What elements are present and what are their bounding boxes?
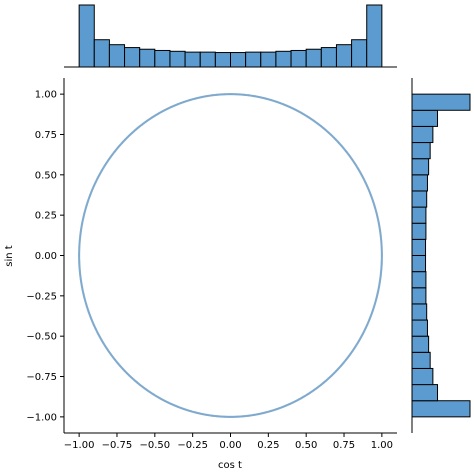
right-hist-bar — [411, 271, 427, 289]
y-tick-label: 0.00 — [35, 251, 57, 262]
y-tick-label: −0.25 — [26, 291, 57, 302]
right-hist-bar — [411, 142, 431, 160]
right-hist-bar — [411, 174, 428, 192]
top-hist-bar — [139, 48, 156, 68]
top-hist-bar — [184, 51, 201, 68]
x-tick-label: 0.00 — [219, 440, 241, 451]
top-hist-bar — [154, 49, 171, 68]
y-tick-label: 0.25 — [35, 211, 57, 222]
y-axis-label: sin t — [4, 245, 15, 267]
right-hist-bar — [411, 222, 427, 240]
top-hist-bar — [245, 51, 262, 68]
scatter-layer — [78, 93, 383, 418]
top-hist-bar — [124, 47, 141, 68]
y-tick-label: 0.75 — [35, 130, 57, 141]
top-hist-bar — [275, 50, 292, 68]
y-tick-label: −0.75 — [26, 372, 57, 383]
top-hist-bar — [320, 47, 337, 68]
right-hist-bar — [411, 238, 427, 256]
x-tick-label: 0.50 — [295, 440, 317, 451]
x-axis-label: cos t — [218, 460, 242, 471]
top-hist-bar — [199, 51, 216, 68]
right-hist-bar — [411, 109, 439, 127]
top-hist-bar — [169, 50, 186, 68]
right-hist-bar — [411, 255, 427, 273]
y-tick-label: −1.00 — [26, 412, 57, 423]
right-hist-bar — [411, 287, 427, 305]
y-tick-label: 0.50 — [35, 170, 57, 181]
top-hist-bar — [230, 52, 247, 68]
top-hist-bar — [214, 52, 231, 68]
right-hist-bar — [411, 303, 428, 321]
x-tick-label: −0.75 — [102, 440, 133, 451]
top-marginal-histogram — [64, 4, 397, 68]
right-hist-bar — [411, 158, 430, 176]
x-tick-label: 0.25 — [257, 440, 279, 451]
right-marginal-histogram — [411, 78, 471, 433]
right-hist-bar — [411, 125, 434, 144]
x-tick-label: −0.25 — [177, 440, 208, 451]
top-hist-bar — [335, 44, 353, 68]
right-hist-bar — [411, 190, 428, 208]
top-hist-bar — [366, 4, 383, 68]
right-hist-bar — [411, 93, 471, 111]
right-hist-bar — [411, 384, 439, 402]
x-tick-label: 1.00 — [371, 440, 393, 451]
scatter-point — [380, 255, 383, 258]
right-hist-bar — [411, 319, 428, 337]
top-hist-bar — [305, 48, 322, 68]
right-hist-bar — [411, 400, 471, 418]
right-hist-bar — [411, 367, 434, 386]
x-tick-labels: −1.00 −0.75 −0.50 −0.25 0.00 0.25 0.50 0.75 1.00 — [64, 433, 393, 451]
right-hist-bar — [411, 351, 431, 369]
top-hist-bar — [108, 44, 126, 68]
top-hist-bar — [290, 49, 307, 68]
top-hist-bar — [351, 39, 368, 68]
right-hist-bar — [411, 206, 427, 224]
y-tick-label: 1.00 — [35, 90, 57, 101]
top-hist-bar — [93, 39, 110, 68]
main-axes — [63, 78, 397, 434]
x-tick-label: 0.75 — [333, 440, 355, 451]
y-tick-label: −0.50 — [26, 332, 57, 343]
y-tick-labels: −1.00 −0.75 −0.50 −0.25 0.00 0.25 0.50 0.75 1.00 — [26, 90, 64, 423]
top-hist-bar — [78, 4, 95, 68]
x-tick-label: −0.50 — [139, 440, 170, 451]
right-hist-bar — [411, 335, 430, 353]
x-tick-label: −1.00 — [64, 440, 95, 451]
top-hist-bar — [260, 51, 277, 68]
